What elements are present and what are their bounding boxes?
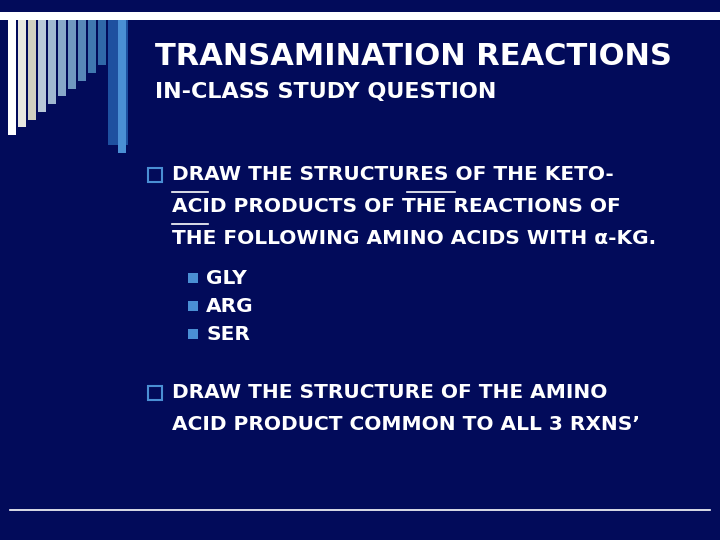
Text: DRAW THE STRUCTURE OF THE AMINO: DRAW THE STRUCTURE OF THE AMINO (172, 383, 608, 402)
Text: IN-CLASS STUDY QUESTION: IN-CLASS STUDY QUESTION (155, 82, 496, 102)
Bar (88, 20, 96, 73)
Bar (78, 20, 86, 81)
Bar (108, 20, 128, 145)
Bar (108, 20, 116, 58)
Bar (38, 20, 46, 112)
Bar (148, 386, 162, 400)
Bar (118, 20, 126, 50)
Text: THE FOLLOWING AMINO ACIDS WITH α-KG.: THE FOLLOWING AMINO ACIDS WITH α-KG. (172, 229, 656, 248)
Bar (0, 12, 720, 20)
Bar (118, 20, 126, 153)
Bar (148, 168, 162, 182)
Text: ACID PRODUCT COMMON TO ALL 3 RXNS’: ACID PRODUCT COMMON TO ALL 3 RXNS’ (172, 415, 640, 434)
Bar (18, 20, 26, 127)
Text: TRANSAMINATION REACTIONS: TRANSAMINATION REACTIONS (155, 42, 672, 71)
Text: SER: SER (206, 325, 250, 344)
Text: ACID PRODUCTS OF THE REACTIONS OF: ACID PRODUCTS OF THE REACTIONS OF (172, 197, 621, 216)
Bar (188, 329, 198, 339)
Text: DRAW THE STRUCTURES OF THE KETO-: DRAW THE STRUCTURES OF THE KETO- (172, 165, 613, 184)
Bar (188, 273, 198, 283)
Bar (28, 20, 36, 119)
Bar (58, 20, 66, 96)
Bar (8, 20, 16, 135)
Text: GLY: GLY (206, 269, 247, 288)
Bar (188, 301, 198, 311)
Text: ARG: ARG (206, 297, 253, 316)
Bar (68, 20, 76, 89)
Bar (48, 20, 56, 104)
Bar (98, 20, 106, 65)
